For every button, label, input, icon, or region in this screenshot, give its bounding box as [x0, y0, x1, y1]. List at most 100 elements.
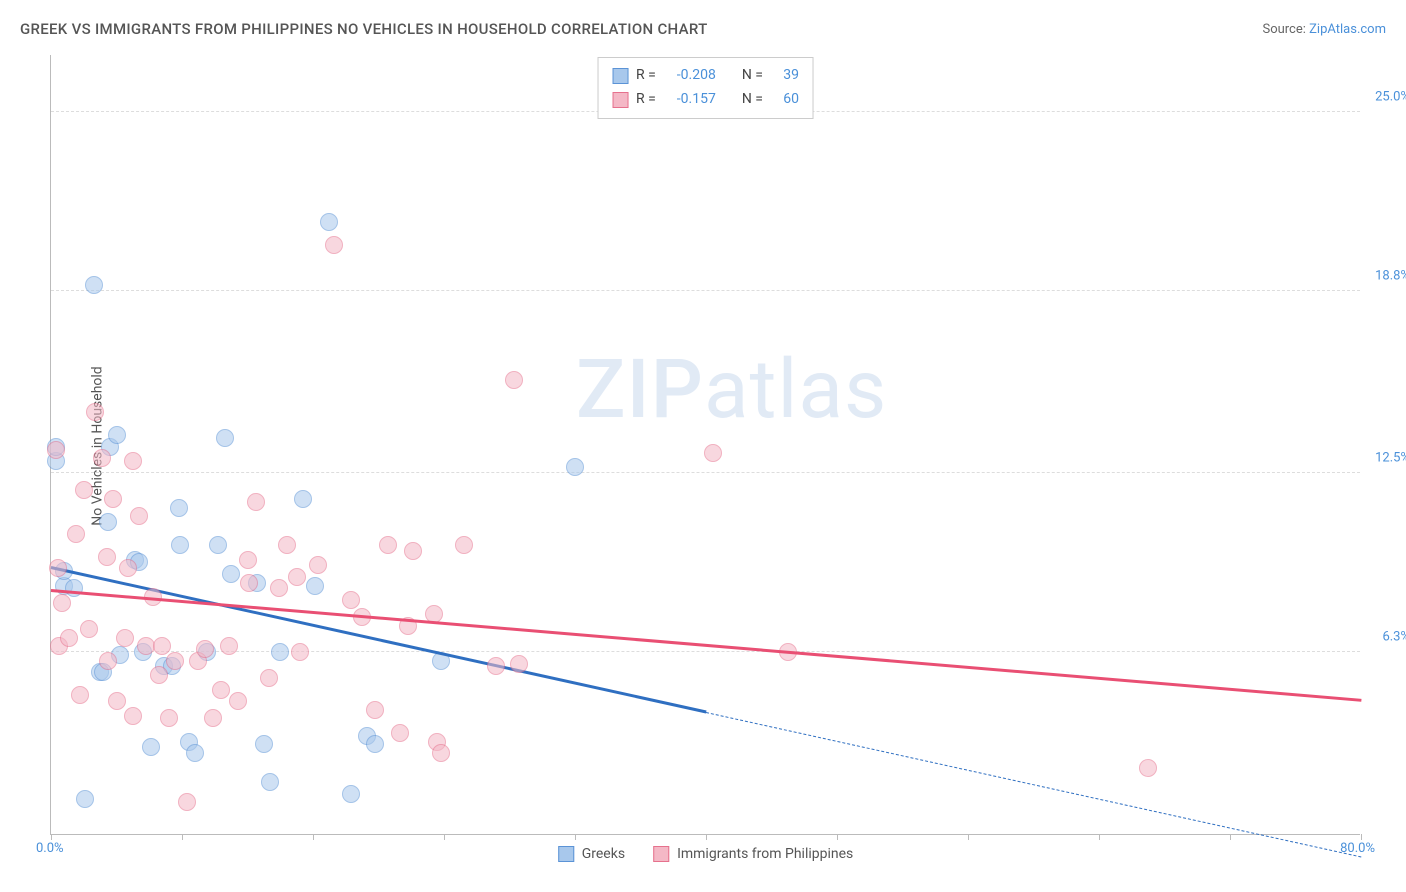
data-point [271, 643, 289, 661]
data-point [366, 701, 384, 719]
data-point [404, 542, 422, 560]
data-point [239, 551, 257, 569]
data-point [93, 449, 111, 467]
data-point [150, 666, 168, 684]
data-point [60, 629, 78, 647]
data-point [104, 490, 122, 508]
legend-n-value: 39 [771, 64, 799, 88]
x-tick [575, 834, 576, 840]
data-point [505, 371, 523, 389]
legend-r-label: R = [636, 88, 656, 112]
gridline [51, 472, 1360, 473]
legend-item: Greeks [558, 846, 625, 862]
data-point [432, 744, 450, 762]
data-point [108, 692, 126, 710]
watermark: ZIPatlas [576, 342, 887, 438]
legend-swatch [558, 846, 574, 862]
data-point [260, 669, 278, 687]
data-point [108, 426, 126, 444]
legend-n-label: N = [742, 64, 763, 88]
data-point [306, 577, 324, 595]
legend-label: Immigrants from Philippines [677, 846, 853, 862]
legend-r-label: R = [636, 64, 656, 88]
data-point [47, 441, 65, 459]
data-point [137, 637, 155, 655]
data-point [116, 629, 134, 647]
gridline [51, 651, 1360, 652]
data-point [229, 692, 247, 710]
legend-row: R = -0.157 N = 60 [612, 88, 799, 112]
data-point [204, 709, 222, 727]
data-point [124, 707, 142, 725]
data-point [99, 513, 117, 531]
data-point [1139, 759, 1157, 777]
x-tick [444, 834, 445, 840]
data-point [209, 536, 227, 554]
data-point [160, 709, 178, 727]
data-point [170, 499, 188, 517]
y-tick-label: 6.3% [1382, 630, 1406, 645]
data-point [99, 652, 117, 670]
x-axis-min-label: 0.0% [36, 841, 64, 856]
data-point [487, 657, 505, 675]
watermark-atlas: atlas [704, 342, 887, 438]
data-point [704, 444, 722, 462]
chart-title: GREEK VS IMMIGRANTS FROM PHILIPPINES NO … [20, 20, 708, 38]
data-point [288, 568, 306, 586]
data-point [76, 790, 94, 808]
trend-line-extrapolated [706, 712, 1361, 857]
data-point [325, 236, 343, 254]
data-point [291, 643, 309, 661]
trend-line [51, 589, 1361, 701]
series-legend: Greeks Immigrants from Philippines [558, 846, 854, 862]
data-point [379, 536, 397, 554]
data-point [53, 594, 71, 612]
data-point [75, 481, 93, 499]
x-tick [968, 834, 969, 840]
data-point [366, 735, 384, 753]
data-point [80, 620, 98, 638]
data-point [86, 403, 104, 421]
x-tick [706, 834, 707, 840]
data-point [294, 490, 312, 508]
data-point [67, 525, 85, 543]
data-point [171, 536, 189, 554]
data-point [196, 640, 214, 658]
x-tick [1099, 834, 1100, 840]
gridline [51, 290, 1360, 291]
data-point [71, 686, 89, 704]
x-tick [313, 834, 314, 840]
legend-row: R = -0.208 N = 39 [612, 64, 799, 88]
data-point [261, 773, 279, 791]
data-point [455, 536, 473, 554]
data-point [309, 556, 327, 574]
legend-swatch [612, 68, 628, 84]
data-point [320, 213, 338, 231]
data-point [98, 548, 116, 566]
data-point [212, 681, 230, 699]
data-point [270, 579, 288, 597]
x-tick [837, 834, 838, 840]
data-point [178, 793, 196, 811]
data-point [49, 559, 67, 577]
data-point [222, 565, 240, 583]
legend-item: Immigrants from Philippines [653, 846, 853, 862]
legend-r-value: -0.208 [664, 64, 716, 88]
legend-label: Greeks [582, 846, 625, 862]
data-point [510, 655, 528, 673]
legend-n-label: N = [742, 88, 763, 112]
legend-n-value: 60 [771, 88, 799, 112]
source-link[interactable]: ZipAtlas.com [1309, 22, 1386, 37]
data-point [247, 493, 265, 511]
legend-swatch [653, 846, 669, 862]
legend-r-value: -0.157 [664, 88, 716, 112]
data-point [391, 724, 409, 742]
data-point [566, 458, 584, 476]
x-tick [1230, 834, 1231, 840]
source-attribution: Source: ZipAtlas.com [1262, 22, 1386, 37]
watermark-zip: ZIP [576, 342, 704, 438]
y-tick-label: 18.8% [1375, 268, 1406, 283]
y-tick-label: 25.0% [1375, 89, 1406, 104]
data-point [166, 652, 184, 670]
x-tick [182, 834, 183, 840]
